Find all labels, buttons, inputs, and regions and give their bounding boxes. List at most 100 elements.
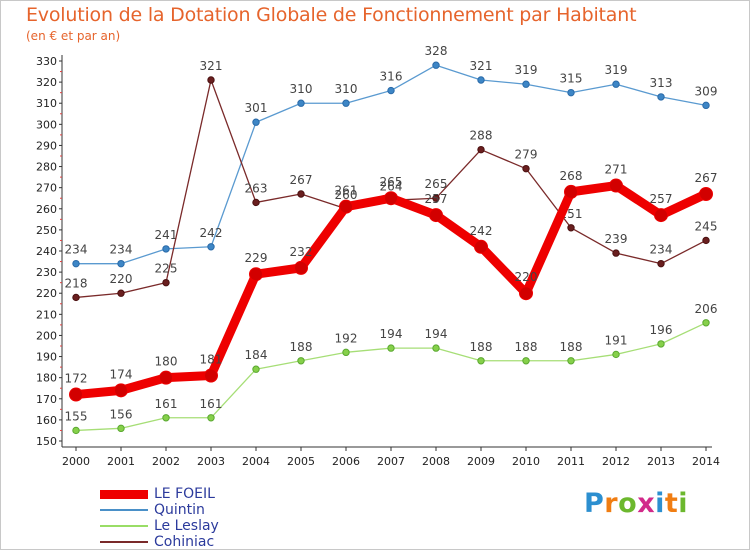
x-tick-label: 2009 — [467, 455, 495, 468]
data-label: 279 — [515, 148, 538, 162]
data-label: 172 — [65, 372, 88, 386]
data-label: 261 — [335, 184, 358, 198]
data-point — [612, 350, 620, 359]
y-tick-label: 320 — [36, 76, 57, 89]
data-label: 188 — [560, 340, 583, 354]
data-point — [567, 224, 575, 232]
chart-subtitle: (en € et par an) — [26, 29, 121, 43]
data-label: 257 — [650, 192, 673, 206]
legend-label: Cohiniac — [154, 534, 215, 550]
data-label: 180 — [155, 355, 178, 369]
y-tick-label: 200 — [36, 329, 57, 342]
data-label: 310 — [335, 82, 358, 96]
x-tick-label: 2003 — [197, 455, 225, 468]
legend-label: Le Leslay — [154, 518, 219, 534]
data-label: 328 — [425, 44, 448, 58]
data-point — [342, 348, 350, 357]
data-point — [162, 414, 170, 422]
legend-label: LE FOEIL — [154, 486, 215, 502]
data-label: 267 — [290, 173, 313, 187]
data-point — [564, 184, 578, 199]
y-tick-label: 260 — [36, 203, 57, 216]
data-point — [72, 426, 80, 435]
data-point — [72, 259, 80, 268]
data-point — [297, 357, 305, 365]
data-point — [207, 243, 215, 251]
y-tick-label: 170 — [36, 393, 57, 406]
data-label: 319 — [605, 63, 628, 77]
data-label: 206 — [695, 302, 718, 316]
x-tick-label: 2013 — [647, 455, 675, 468]
legend-swatch — [100, 541, 148, 543]
x-tick-label: 2007 — [377, 455, 405, 468]
data-point — [162, 245, 170, 253]
data-point — [117, 289, 125, 297]
data-label: 174 — [110, 367, 133, 381]
data-label: 188 — [290, 340, 313, 354]
logo-letter: P — [584, 488, 605, 519]
data-point — [477, 76, 485, 84]
x-tick-label: 2006 — [332, 455, 360, 468]
data-point — [249, 267, 263, 282]
data-point — [252, 198, 260, 207]
data-label: 191 — [605, 333, 628, 347]
logo-letter: i — [655, 488, 665, 519]
legend: LE FOEIL Quintin Le Leslay Cohiniac — [100, 486, 300, 550]
data-point — [654, 208, 668, 223]
data-point — [522, 164, 530, 173]
data-point — [519, 286, 533, 301]
data-label: 267 — [695, 171, 718, 185]
data-label: 265 — [380, 175, 403, 189]
logo-letter: o — [618, 488, 638, 519]
data-point — [702, 236, 710, 245]
data-point — [69, 387, 83, 402]
data-point — [477, 145, 485, 154]
data-point — [432, 344, 440, 352]
data-point — [117, 259, 125, 268]
data-point — [117, 424, 125, 433]
legend-swatch — [100, 525, 148, 527]
data-label: 288 — [470, 129, 493, 143]
data-label: 321 — [200, 59, 223, 73]
x-tick-label: 2011 — [557, 455, 585, 468]
data-point — [207, 76, 215, 84]
y-tick-label: 250 — [36, 224, 57, 237]
y-tick-label: 300 — [36, 118, 57, 131]
data-label: 260 — [335, 188, 358, 202]
logo-letter: t — [664, 488, 679, 519]
legend-item: LE FOEIL — [100, 486, 300, 502]
chart-title: Evolution de la Dotation Globale de Fonc… — [26, 4, 637, 26]
data-point — [432, 61, 440, 69]
data-point — [252, 118, 260, 126]
data-label: 220 — [515, 270, 538, 284]
data-label: 229 — [245, 251, 268, 265]
data-label: 315 — [560, 72, 583, 86]
data-label: 265 — [425, 177, 448, 191]
data-point — [522, 80, 530, 88]
data-label: 321 — [470, 59, 493, 73]
data-label: 239 — [605, 232, 628, 246]
data-label: 268 — [560, 169, 583, 183]
data-point — [609, 178, 623, 193]
x-tick-label: 2008 — [422, 455, 450, 468]
data-point — [114, 383, 128, 398]
data-point — [204, 368, 218, 383]
data-label: 188 — [515, 340, 538, 354]
data-label: 309 — [695, 84, 718, 98]
x-tick-label: 2004 — [242, 455, 270, 468]
data-point — [297, 99, 305, 107]
legend-swatch — [100, 509, 148, 511]
data-label: 316 — [380, 70, 403, 84]
data-label: 232 — [290, 245, 313, 259]
data-label: 310 — [290, 82, 313, 96]
data-label: 218 — [65, 276, 88, 290]
data-point — [384, 191, 398, 206]
y-tick-label: 210 — [36, 308, 57, 321]
data-label: 242 — [470, 224, 493, 238]
data-point — [567, 88, 575, 97]
data-point — [432, 194, 440, 202]
data-label: 257 — [425, 192, 448, 206]
y-tick-label: 160 — [36, 414, 57, 427]
